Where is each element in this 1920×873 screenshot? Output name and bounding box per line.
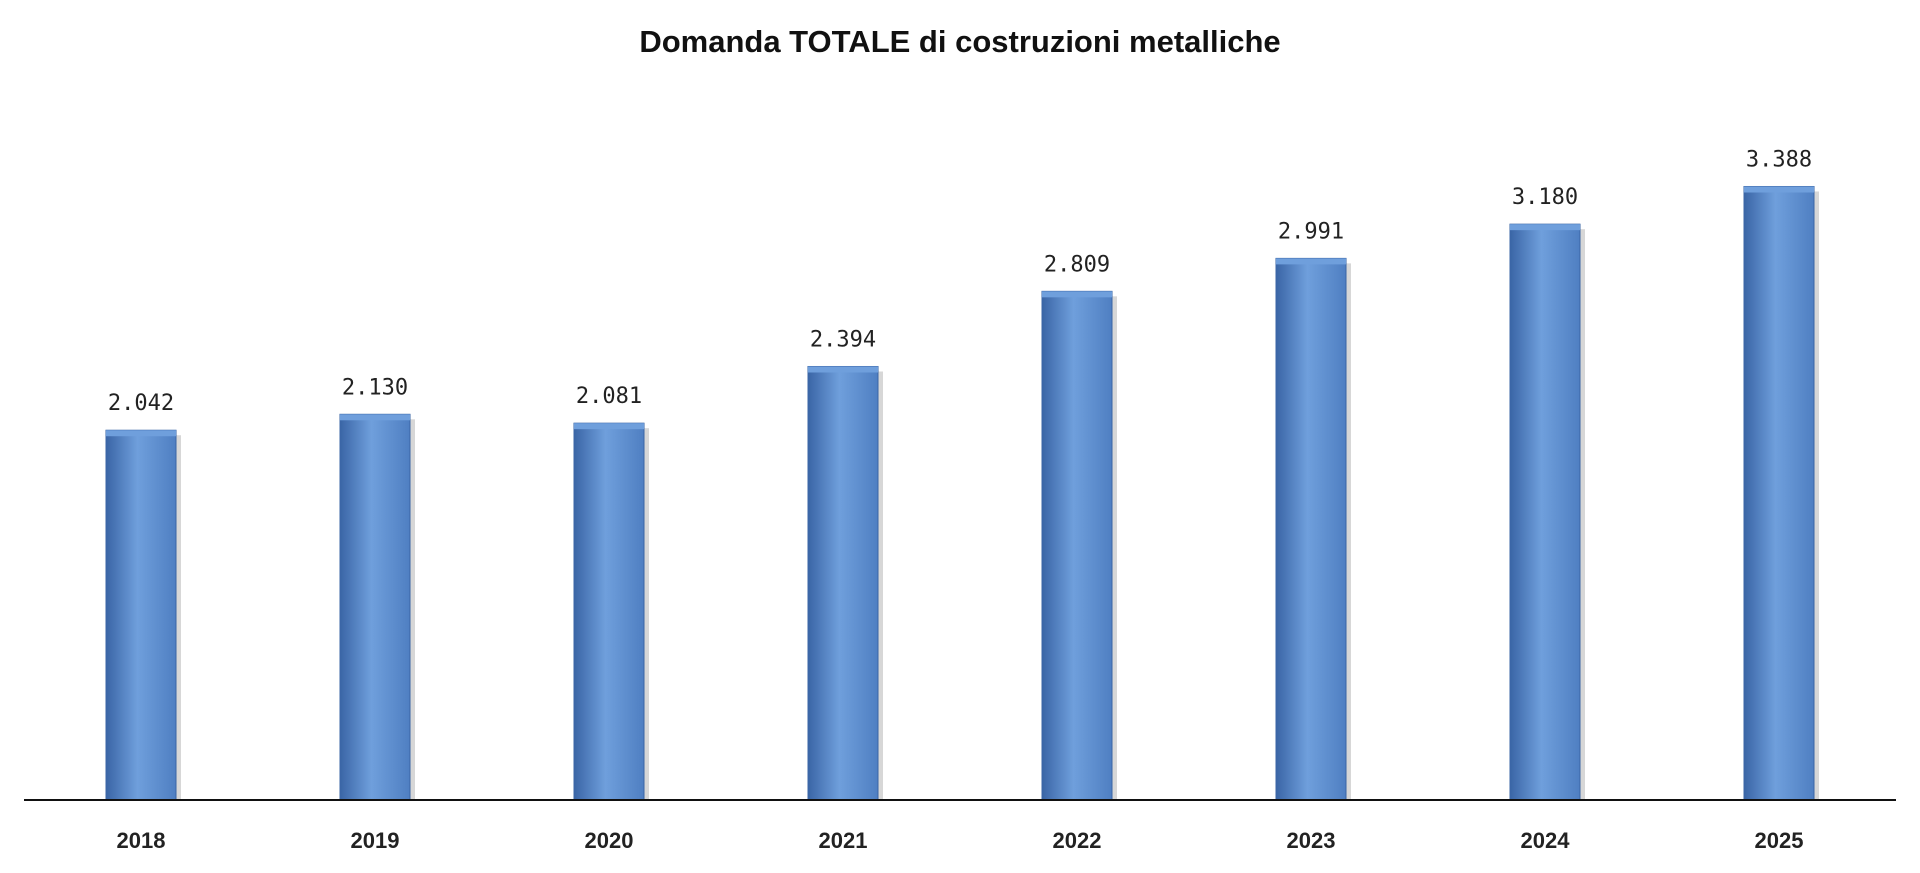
x-tick-label-2021: 2021 (819, 828, 868, 853)
x-tick-label-2018: 2018 (117, 828, 166, 853)
x-tick-label-2019: 2019 (351, 828, 400, 853)
bar-2018 (105, 429, 177, 801)
data-label-2025: 3.388 (1746, 147, 1812, 172)
bar-2025 (1743, 185, 1815, 801)
data-label-2018: 2.042 (108, 391, 174, 416)
bar-2021 (807, 365, 879, 801)
bar-2023 (1275, 257, 1347, 801)
bar-top-2021 (808, 366, 878, 373)
chart-title: Domanda TOTALE di costruzioni metalliche (639, 24, 1280, 59)
bar-top-2020 (574, 423, 644, 430)
x-tick-label-2024: 2024 (1521, 828, 1571, 853)
data-label-2019: 2.130 (342, 375, 408, 400)
bar-top-2025 (1744, 186, 1814, 193)
bar-top-2022 (1042, 291, 1112, 298)
data-label-2020: 2.081 (576, 384, 642, 409)
bar-2022 (1041, 290, 1113, 801)
data-label-2021: 2.394 (810, 327, 876, 352)
bar-2020 (573, 422, 645, 801)
x-tick-label-2022: 2022 (1053, 828, 1102, 853)
bar-2019 (339, 413, 411, 801)
bar-top-2018 (106, 430, 176, 437)
data-labels-layer: 2.042 2.130 2.081 2.394 2.809 2.991 3.180 3.388 (108, 147, 1812, 416)
data-label-2023: 2.991 (1278, 219, 1344, 244)
x-axis-ticks: 2018 2019 2020 2021 2022 2023 2024 2025 (117, 828, 1804, 853)
bars-layer (105, 185, 1819, 801)
data-label-2022: 2.809 (1044, 252, 1110, 277)
x-tick-label-2023: 2023 (1287, 828, 1336, 853)
bar-top-2023 (1276, 258, 1346, 265)
bar-2024 (1509, 223, 1581, 801)
bar-top-2024 (1510, 224, 1580, 231)
x-tick-label-2025: 2025 (1755, 828, 1804, 853)
bar-top-2019 (340, 414, 410, 421)
x-tick-label-2020: 2020 (585, 828, 634, 853)
data-label-2024: 3.180 (1512, 185, 1578, 210)
